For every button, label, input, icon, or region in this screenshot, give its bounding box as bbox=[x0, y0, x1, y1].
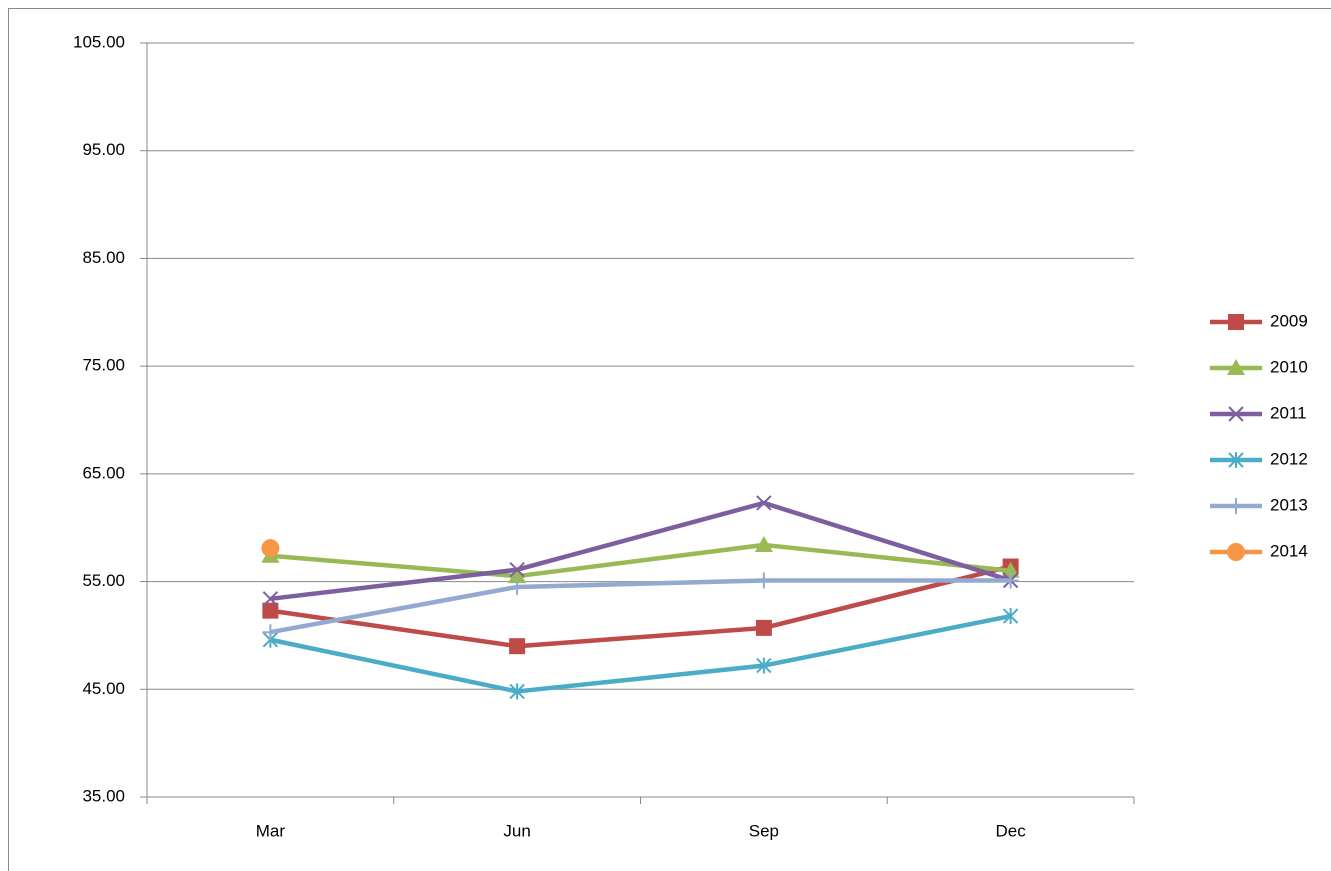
series-line bbox=[269, 613, 1012, 694]
data-point bbox=[1002, 608, 1019, 625]
legend-label: 2013 bbox=[1270, 495, 1308, 514]
y-tick-label: 85.00 bbox=[82, 248, 125, 267]
data-point bbox=[755, 619, 772, 636]
legend-marker-shape bbox=[1227, 359, 1245, 375]
data-point-shape bbox=[1001, 561, 1020, 578]
data-point-shape bbox=[262, 602, 279, 619]
series-line bbox=[269, 578, 1011, 635]
data-point-shape bbox=[262, 591, 279, 607]
series-line bbox=[270, 564, 1012, 649]
legend-marker bbox=[1228, 314, 1244, 330]
y-tick-label: 55.00 bbox=[82, 571, 125, 590]
y-tick-label: 45.00 bbox=[82, 679, 125, 698]
data-point bbox=[756, 495, 772, 511]
data-point bbox=[262, 602, 279, 619]
data-point bbox=[262, 591, 279, 607]
data-point bbox=[755, 572, 772, 589]
legend-marker bbox=[1227, 543, 1245, 561]
y-tick-label: 75.00 bbox=[82, 356, 125, 375]
legend-label: 2010 bbox=[1270, 357, 1308, 376]
legend-label: 2014 bbox=[1270, 541, 1308, 560]
data-point bbox=[262, 624, 279, 641]
legend-marker bbox=[1228, 406, 1244, 422]
legend-label: 2009 bbox=[1270, 311, 1308, 330]
y-tick-label: 95.00 bbox=[82, 140, 125, 159]
legend-label: 2011 bbox=[1270, 403, 1307, 422]
data-point bbox=[509, 562, 525, 578]
data-point-shape bbox=[509, 562, 525, 578]
legend-marker bbox=[1228, 452, 1244, 468]
x-tick-label: Dec bbox=[996, 821, 1027, 840]
x-tick-label: Jun bbox=[503, 821, 530, 840]
data-point-shape bbox=[754, 535, 773, 552]
data-point-shape bbox=[509, 638, 526, 655]
data-point-shape bbox=[261, 539, 280, 558]
data-point-shape bbox=[755, 619, 772, 636]
legend-marker-shape bbox=[1228, 314, 1244, 330]
data-point-shape bbox=[508, 567, 527, 584]
data-point bbox=[1002, 572, 1019, 589]
data-point bbox=[1001, 561, 1020, 578]
data-point bbox=[754, 535, 773, 552]
series-line bbox=[270, 500, 1012, 602]
data-point bbox=[509, 578, 526, 595]
data-point bbox=[509, 683, 525, 700]
legend-marker bbox=[1228, 498, 1244, 514]
x-tick-label: Sep bbox=[749, 821, 779, 840]
legend-marker-shape bbox=[1227, 543, 1245, 561]
data-point bbox=[756, 657, 772, 674]
y-tick-label: 105.00 bbox=[73, 32, 125, 51]
data-point bbox=[509, 638, 526, 655]
data-point-shape bbox=[756, 495, 772, 511]
data-point bbox=[261, 539, 280, 558]
series-line bbox=[270, 542, 1011, 579]
legend-label: 2012 bbox=[1270, 449, 1308, 468]
legend-marker bbox=[1227, 359, 1245, 375]
data-point bbox=[508, 567, 527, 584]
y-tick-label: 35.00 bbox=[82, 786, 125, 805]
chart-frame bbox=[8, 8, 1331, 871]
legend-marker-shape bbox=[1228, 406, 1244, 422]
x-tick-label: Mar bbox=[256, 821, 286, 840]
y-tick-label: 65.00 bbox=[82, 463, 125, 482]
